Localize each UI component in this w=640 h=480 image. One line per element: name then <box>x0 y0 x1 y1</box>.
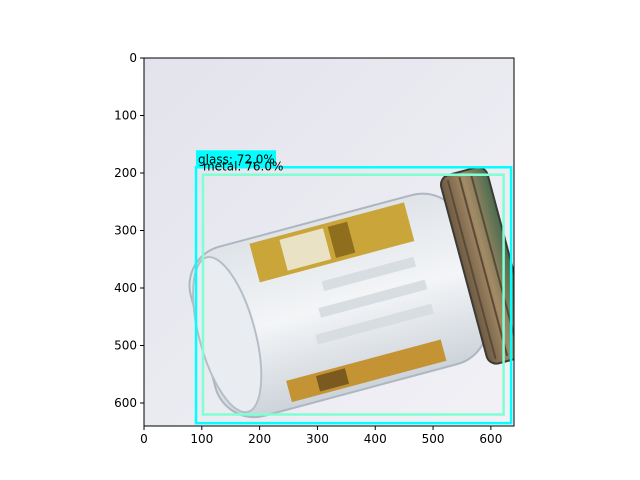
detection-box-glass <box>194 166 513 425</box>
detection-label-metal: metal: 76.0% <box>203 160 283 174</box>
x-tick-label: 400 <box>364 432 387 446</box>
detection-label-glass: glass: 72.0% <box>198 152 275 166</box>
x-tick-label: 600 <box>479 432 502 446</box>
y-axis: 0 100 200 300 400 500 600 <box>114 51 144 410</box>
photo <box>144 58 514 426</box>
x-tick-label: 200 <box>248 432 271 446</box>
detection-box-metal <box>201 173 505 416</box>
x-tick-label: 500 <box>422 432 445 446</box>
y-tick-label: 500 <box>114 339 137 353</box>
y-tick-label: 100 <box>114 109 137 123</box>
glass-jar <box>188 166 514 419</box>
y-tick-label: 600 <box>114 396 137 410</box>
x-tick-label: 0 <box>140 432 148 446</box>
y-tick-label: 300 <box>114 224 137 238</box>
detection-overlays: glass: 72.0%metal: 76.0% <box>194 150 513 425</box>
axes-frame <box>143 57 515 427</box>
x-axis: 0 100 200 300 400 500 600 <box>140 426 502 446</box>
y-tick-label: 0 <box>129 51 137 65</box>
x-tick-label: 100 <box>190 432 213 446</box>
y-tick-label: 200 <box>114 166 137 180</box>
detection-label-bg-glass <box>196 150 277 168</box>
y-tick-label: 400 <box>114 281 137 295</box>
x-tick-label: 300 <box>306 432 329 446</box>
